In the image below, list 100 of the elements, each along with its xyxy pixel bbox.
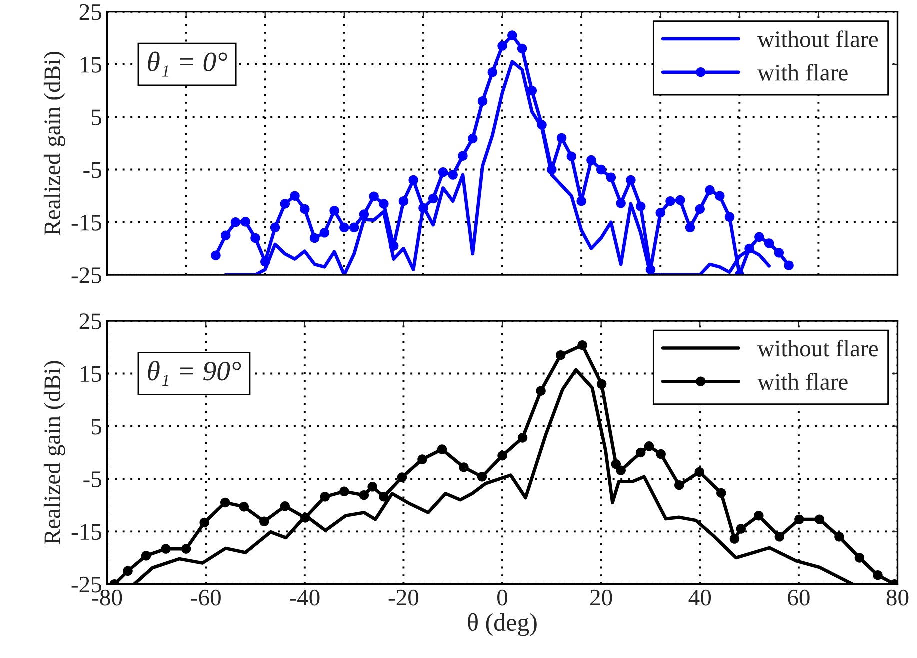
point (774, 532, 785, 542)
point (646, 264, 656, 275)
point (715, 191, 725, 201)
y-tick-label: 15 (80, 57, 102, 73)
point (498, 41, 508, 51)
point (537, 120, 547, 130)
legend-label: with flare (758, 64, 848, 81)
point (644, 442, 654, 452)
y-axis-title: Realized gain (dBi) (44, 52, 66, 236)
point (508, 30, 518, 40)
point (477, 472, 488, 482)
point (270, 222, 280, 233)
legend-label: without flare (758, 340, 878, 357)
point (754, 232, 764, 242)
point (730, 534, 740, 544)
point (736, 524, 746, 534)
point (536, 386, 546, 396)
point (330, 206, 340, 216)
point (685, 222, 696, 233)
point (616, 466, 626, 476)
point (458, 151, 468, 161)
point (290, 191, 300, 201)
point (428, 194, 438, 204)
point (626, 175, 636, 186)
legend-label: with flare (758, 373, 848, 390)
point (576, 196, 586, 206)
x-tick-label: -20 (388, 590, 419, 606)
point (556, 133, 567, 144)
point (320, 228, 330, 238)
point (397, 472, 408, 482)
point (459, 462, 469, 472)
y-tick-label: -15 (72, 524, 102, 540)
point (596, 379, 607, 390)
point (674, 480, 684, 490)
point (814, 514, 825, 524)
point (379, 199, 389, 209)
point (606, 172, 616, 183)
point (517, 44, 528, 54)
y-tick-label: 25 (80, 314, 102, 330)
point (754, 511, 764, 521)
point (398, 196, 409, 206)
point (547, 164, 557, 175)
y-tick-label: 25 (80, 4, 102, 20)
point (379, 492, 389, 502)
y-axis-title: Realized gain (dBi) (44, 361, 66, 544)
point (586, 155, 596, 166)
point (211, 250, 221, 260)
point (716, 488, 726, 498)
point (744, 244, 754, 254)
x-tick-label: 20 (590, 590, 612, 606)
point (161, 544, 171, 554)
point (478, 96, 488, 106)
point (418, 454, 428, 464)
point (694, 467, 704, 478)
y-tick-label: -5 (84, 162, 102, 178)
point (300, 513, 310, 523)
point (695, 204, 705, 214)
legend-label: without flare (758, 30, 878, 48)
point (408, 175, 418, 186)
point (527, 86, 538, 96)
point (784, 260, 794, 270)
x-tick-label: -40 (290, 590, 320, 606)
point (636, 202, 646, 212)
point (498, 451, 508, 461)
point (764, 238, 774, 248)
point (834, 532, 844, 542)
x-tick-label: 0 (498, 590, 508, 606)
point (705, 185, 715, 196)
point (596, 164, 606, 175)
point (349, 222, 360, 233)
point (438, 168, 448, 178)
x-tick-label: -60 (191, 590, 221, 606)
point (676, 195, 686, 206)
point (359, 210, 370, 220)
y-tick-label: 5 (92, 419, 102, 435)
annotation: θ₁ = 0° (148, 52, 228, 77)
x-tick-label: 60 (788, 590, 810, 606)
point (437, 444, 448, 454)
point (359, 490, 370, 500)
point (340, 222, 350, 233)
point (239, 502, 249, 512)
point (873, 570, 883, 580)
y-tick-label: -15 (72, 215, 102, 231)
point (280, 502, 290, 512)
point (518, 433, 528, 443)
point (418, 203, 428, 214)
point (656, 208, 666, 218)
point (260, 257, 270, 267)
point (340, 486, 350, 497)
y-tick-label: 15 (80, 366, 102, 382)
point (578, 340, 588, 350)
point (200, 518, 210, 528)
point (566, 152, 577, 162)
point (123, 566, 133, 576)
point (794, 514, 804, 524)
point (260, 516, 270, 527)
point (141, 551, 152, 561)
point (854, 553, 865, 563)
x-tick-label: 80 (886, 590, 909, 606)
point (250, 233, 260, 244)
